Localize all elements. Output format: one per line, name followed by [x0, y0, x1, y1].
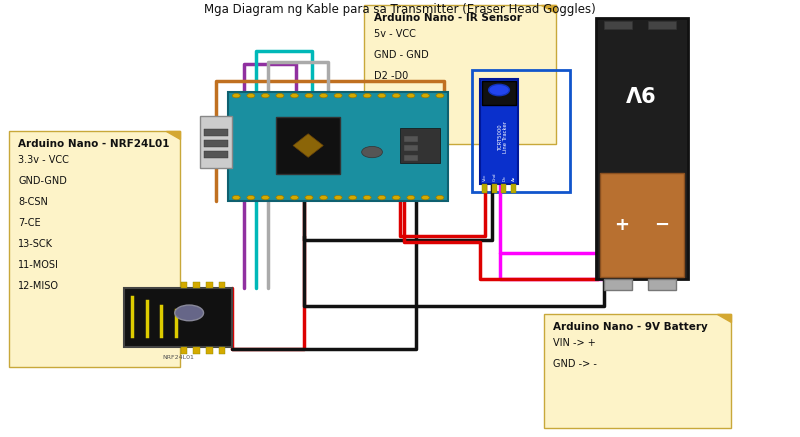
Text: Vcc: Vcc [483, 174, 487, 181]
Circle shape [349, 195, 357, 200]
Circle shape [378, 94, 386, 98]
Bar [600, 173, 683, 277]
Bar [194, 347, 200, 354]
Circle shape [378, 195, 386, 200]
Bar [482, 184, 487, 193]
Circle shape [305, 94, 313, 98]
Bar [204, 151, 228, 157]
Bar [544, 314, 731, 427]
Text: Arduino Nano - IR Sensor: Arduino Nano - IR Sensor [374, 13, 522, 23]
Circle shape [174, 305, 203, 321]
Bar [204, 140, 228, 147]
Bar [502, 184, 506, 193]
Text: Do: Do [502, 176, 506, 181]
Text: Mga Diagram ng Kable para sa Transmitter (Eraser Head Goggles): Mga Diagram ng Kable para sa Transmitter… [204, 3, 596, 16]
Text: Ao: Ao [512, 176, 516, 181]
Text: VIN -> +: VIN -> + [554, 338, 596, 348]
Text: GND -> -: GND -> - [554, 359, 598, 369]
Text: GND-GND: GND-GND [18, 176, 67, 186]
Bar [206, 347, 213, 354]
Circle shape [290, 94, 298, 98]
Text: Arduino Nano - NRF24L01: Arduino Nano - NRF24L01 [18, 139, 170, 149]
Bar [511, 184, 516, 193]
Bar [472, 70, 570, 192]
Bar [596, 18, 687, 280]
Circle shape [422, 195, 430, 200]
Circle shape [436, 195, 444, 200]
Circle shape [232, 94, 240, 98]
Text: 8-CSN: 8-CSN [18, 197, 48, 207]
Circle shape [276, 94, 284, 98]
Bar [219, 347, 226, 354]
Circle shape [247, 94, 255, 98]
Polygon shape [293, 134, 323, 157]
Bar [181, 347, 187, 354]
Circle shape [422, 94, 430, 98]
Bar [9, 132, 180, 367]
Circle shape [319, 94, 327, 98]
Circle shape [262, 195, 270, 200]
Text: 12-MISO: 12-MISO [18, 281, 59, 291]
Bar [276, 117, 340, 174]
Text: TCRT5000
Line Tracker: TCRT5000 Line Tracker [498, 121, 509, 153]
Text: Λ6: Λ6 [626, 87, 657, 107]
Text: Arduino Nano - 9V Battery: Arduino Nano - 9V Battery [554, 322, 708, 332]
Bar [125, 288, 232, 347]
Circle shape [362, 146, 382, 158]
Bar [200, 116, 232, 168]
Bar [364, 5, 556, 145]
Circle shape [334, 195, 342, 200]
Circle shape [392, 94, 400, 98]
Bar [404, 145, 418, 151]
Bar [181, 282, 187, 288]
Circle shape [319, 195, 327, 200]
Text: GND - GND: GND - GND [374, 50, 428, 60]
Bar [604, 21, 631, 29]
Circle shape [363, 195, 371, 200]
Text: +: + [614, 215, 629, 234]
Text: NRF24L01: NRF24L01 [162, 355, 194, 360]
Bar [492, 184, 497, 193]
Circle shape [349, 94, 357, 98]
Bar [604, 280, 631, 290]
Bar [204, 129, 228, 136]
Bar [404, 135, 418, 142]
Bar [480, 79, 518, 184]
Text: 13-SCK: 13-SCK [18, 239, 54, 249]
Polygon shape [166, 132, 180, 139]
Text: 5v - VCC: 5v - VCC [374, 29, 415, 39]
Bar [482, 81, 516, 105]
Text: 7-CE: 7-CE [18, 218, 41, 228]
Bar [219, 282, 226, 288]
Text: Gnd: Gnd [493, 173, 497, 181]
Bar [404, 155, 418, 161]
Circle shape [232, 195, 240, 200]
Circle shape [305, 195, 313, 200]
Circle shape [407, 195, 415, 200]
Circle shape [489, 84, 510, 96]
Circle shape [392, 195, 400, 200]
Bar [647, 280, 675, 290]
Text: −: − [654, 215, 670, 234]
Circle shape [363, 94, 371, 98]
Text: D2 -D0: D2 -D0 [374, 71, 408, 81]
Circle shape [290, 195, 298, 200]
Circle shape [436, 94, 444, 98]
Circle shape [276, 195, 284, 200]
Bar [400, 128, 440, 163]
Bar [206, 282, 213, 288]
Bar [647, 21, 675, 29]
Text: 3.3v - VCC: 3.3v - VCC [18, 155, 69, 165]
Polygon shape [717, 314, 731, 322]
Bar [228, 92, 448, 201]
Text: 11-MOSI: 11-MOSI [18, 260, 59, 270]
Circle shape [334, 94, 342, 98]
Polygon shape [542, 5, 556, 13]
Bar [194, 282, 200, 288]
Circle shape [247, 195, 255, 200]
Circle shape [262, 94, 270, 98]
Circle shape [407, 94, 415, 98]
